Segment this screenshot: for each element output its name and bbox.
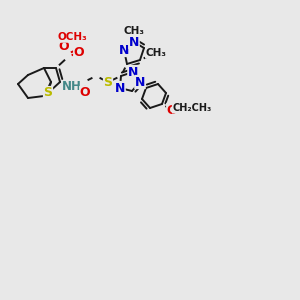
Text: OCH₃: OCH₃ [57, 32, 87, 42]
Text: NH: NH [62, 80, 82, 94]
Text: N: N [115, 82, 125, 94]
Text: CH₃: CH₃ [146, 48, 167, 58]
Text: S: S [44, 86, 52, 100]
Text: N: N [128, 65, 138, 79]
Text: N: N [135, 76, 145, 88]
Text: O: O [74, 46, 84, 59]
Text: CH₃: CH₃ [124, 26, 145, 36]
Text: N: N [119, 44, 129, 56]
Text: CH₂CH₃: CH₂CH₃ [172, 103, 212, 113]
Text: S: S [103, 76, 112, 88]
Text: N: N [129, 35, 139, 49]
Text: O: O [80, 86, 90, 100]
Text: O: O [167, 103, 177, 116]
Text: O CH₃: O CH₃ [57, 32, 87, 42]
Text: O: O [59, 40, 69, 53]
